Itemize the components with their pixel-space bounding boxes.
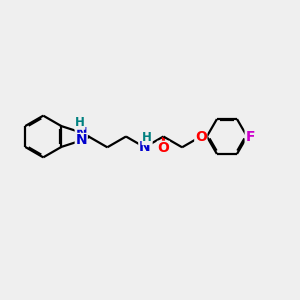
Text: F: F <box>245 130 255 143</box>
Text: H: H <box>75 116 85 129</box>
Text: H: H <box>142 131 152 145</box>
Text: N: N <box>75 125 87 140</box>
Text: N: N <box>75 134 87 148</box>
Text: N: N <box>139 140 151 154</box>
Text: O: O <box>158 141 169 155</box>
Text: O: O <box>195 130 207 143</box>
